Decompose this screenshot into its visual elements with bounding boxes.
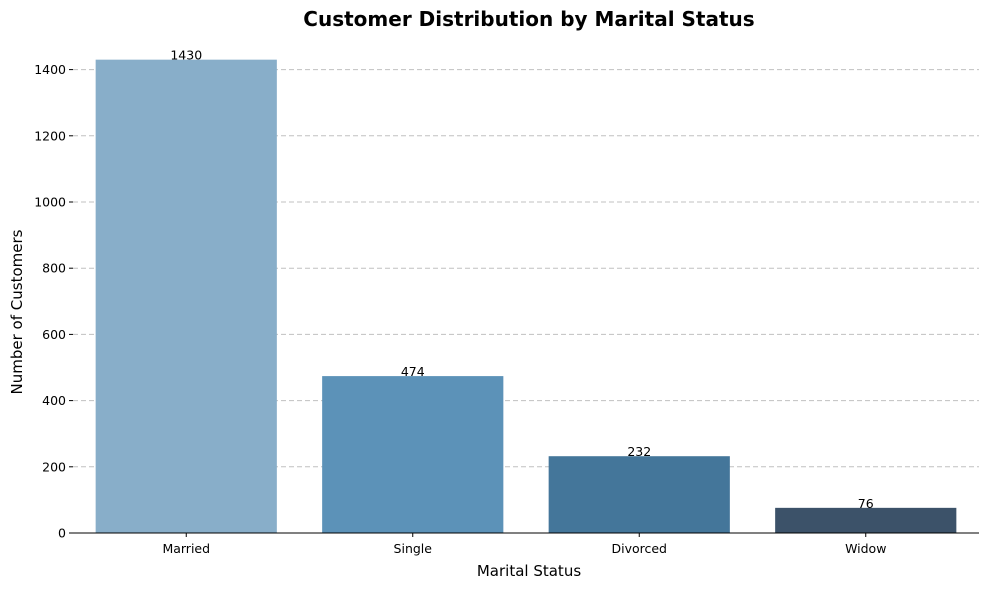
bars bbox=[95, 59, 957, 534]
bar-widow bbox=[775, 507, 957, 533]
y-tick-label: 1200 bbox=[34, 128, 66, 143]
x-tick-label-divorced: Divorced bbox=[611, 541, 667, 556]
data-label-widow: 76 bbox=[858, 496, 874, 511]
y-tick-label: 400 bbox=[42, 393, 66, 408]
data-label-married: 1430 bbox=[170, 48, 202, 63]
chart-title: Customer Distribution by Marital Status bbox=[303, 7, 754, 31]
y-tick-label: 600 bbox=[42, 327, 66, 342]
data-label-divorced: 232 bbox=[627, 444, 651, 459]
y-tick-label: 0 bbox=[58, 526, 66, 541]
data-labels: 1430 474 232 76 bbox=[170, 48, 873, 511]
y-axis-label: Number of Customers bbox=[8, 229, 26, 394]
bar-single bbox=[322, 376, 504, 533]
bar-married bbox=[95, 59, 277, 534]
x-tick-label-single: Single bbox=[394, 541, 433, 556]
y-axis-ticks: 0 200 400 600 800 1000 1200 1400 bbox=[34, 62, 73, 541]
data-label-single: 474 bbox=[401, 364, 425, 379]
y-gridlines bbox=[73, 69, 979, 468]
y-tick-label: 200 bbox=[42, 459, 66, 474]
x-axis-label: Marital Status bbox=[477, 562, 581, 580]
y-tick-label: 1400 bbox=[34, 62, 66, 77]
y-tick-label: 800 bbox=[42, 261, 66, 276]
x-tick-label-married: Married bbox=[162, 541, 210, 556]
bar-divorced bbox=[548, 456, 730, 533]
x-axis-ticks: Married Single Divorced Widow bbox=[162, 533, 886, 556]
x-tick-label-widow: Widow bbox=[845, 541, 886, 556]
y-tick-label: 1000 bbox=[34, 194, 66, 209]
